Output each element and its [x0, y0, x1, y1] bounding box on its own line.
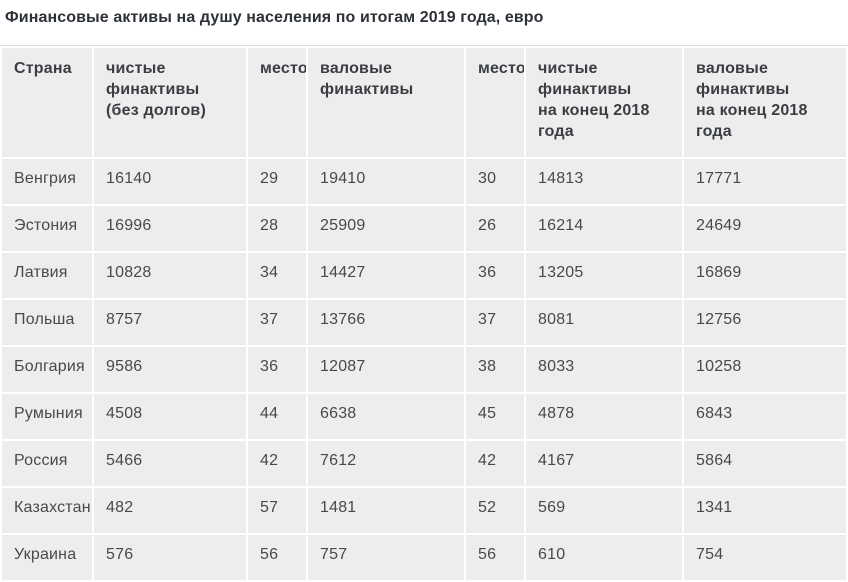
- table-row: Болгария 9586 36 12087 38 8033 10258: [2, 347, 846, 392]
- column-header-gross-2019: валовые финактивы: [308, 48, 464, 157]
- table-row: Украина 576 56 757 56 610 754: [2, 535, 846, 580]
- table-row: Эстония 16996 28 25909 26 16214 24649: [2, 206, 846, 251]
- rank-net-cell: 37: [248, 300, 306, 345]
- gross-2018-cell: 1341: [684, 488, 846, 533]
- country-cell: Украина: [2, 535, 92, 580]
- rank-net-cell: 57: [248, 488, 306, 533]
- table-row: Польша 8757 37 13766 37 8081 12756: [2, 300, 846, 345]
- rank-gross-cell: 45: [466, 394, 524, 439]
- net-2018-cell: 610: [526, 535, 682, 580]
- column-header-net-2018: чистые финактивы на конец 2018 года: [526, 48, 682, 157]
- gross-2019-cell: 7612: [308, 441, 464, 486]
- gross-2019-cell: 14427: [308, 253, 464, 298]
- table-row: Россия 5466 42 7612 42 4167 5864: [2, 441, 846, 486]
- table-header-row: Страна чистые финактивы (без долгов) мес…: [2, 48, 846, 157]
- rank-gross-cell: 30: [466, 159, 524, 204]
- column-header-gross-2018: валовые финактивы на конец 2018 года: [684, 48, 846, 157]
- net-2018-cell: 8081: [526, 300, 682, 345]
- rank-net-cell: 42: [248, 441, 306, 486]
- table-row: Латвия 10828 34 14427 36 13205 16869: [2, 253, 846, 298]
- net-2019-cell: 4508: [94, 394, 246, 439]
- table-row: Венгрия 16140 29 19410 30 14813 17771: [2, 159, 846, 204]
- country-cell: Казахстан: [2, 488, 92, 533]
- gross-2018-cell: 24649: [684, 206, 846, 251]
- gross-2018-cell: 16869: [684, 253, 846, 298]
- table-row: Румыния 4508 44 6638 45 4878 6843: [2, 394, 846, 439]
- net-2018-cell: 4878: [526, 394, 682, 439]
- country-cell: Россия: [2, 441, 92, 486]
- gross-2018-cell: 5864: [684, 441, 846, 486]
- net-2019-cell: 482: [94, 488, 246, 533]
- gross-2018-cell: 10258: [684, 347, 846, 392]
- gross-2019-cell: 12087: [308, 347, 464, 392]
- rank-net-cell: 36: [248, 347, 306, 392]
- rank-gross-cell: 26: [466, 206, 524, 251]
- rank-net-cell: 34: [248, 253, 306, 298]
- net-2018-cell: 14813: [526, 159, 682, 204]
- net-2018-cell: 8033: [526, 347, 682, 392]
- net-2018-cell: 4167: [526, 441, 682, 486]
- net-2019-cell: 5466: [94, 441, 246, 486]
- rank-net-cell: 29: [248, 159, 306, 204]
- net-2018-cell: 13205: [526, 253, 682, 298]
- net-2019-cell: 576: [94, 535, 246, 580]
- net-2019-cell: 8757: [94, 300, 246, 345]
- column-header-rank-net: место: [248, 48, 306, 157]
- country-cell: Латвия: [2, 253, 92, 298]
- column-header-net-2019: чистые финактивы (без долгов): [94, 48, 246, 157]
- gross-2018-cell: 12756: [684, 300, 846, 345]
- column-header-rank-gross: место: [466, 48, 524, 157]
- country-cell: Венгрия: [2, 159, 92, 204]
- gross-2019-cell: 757: [308, 535, 464, 580]
- table-row: Казахстан 482 57 1481 52 569 1341: [2, 488, 846, 533]
- gross-2019-cell: 13766: [308, 300, 464, 345]
- gross-2019-cell: 25909: [308, 206, 464, 251]
- net-2018-cell: 16214: [526, 206, 682, 251]
- financial-assets-table: Страна чистые финактивы (без долгов) мес…: [0, 45, 848, 582]
- net-2019-cell: 16140: [94, 159, 246, 204]
- country-cell: Эстония: [2, 206, 92, 251]
- page-title: Финансовые активы на душу населения по и…: [5, 9, 544, 26]
- country-cell: Болгария: [2, 347, 92, 392]
- rank-gross-cell: 37: [466, 300, 524, 345]
- rank-gross-cell: 42: [466, 441, 524, 486]
- rank-net-cell: 56: [248, 535, 306, 580]
- net-2018-cell: 569: [526, 488, 682, 533]
- gross-2019-cell: 19410: [308, 159, 464, 204]
- column-header-country: Страна: [2, 48, 92, 157]
- gross-2019-cell: 1481: [308, 488, 464, 533]
- gross-2019-cell: 6638: [308, 394, 464, 439]
- net-2019-cell: 10828: [94, 253, 246, 298]
- country-cell: Румыния: [2, 394, 92, 439]
- gross-2018-cell: 6843: [684, 394, 846, 439]
- country-cell: Польша: [2, 300, 92, 345]
- gross-2018-cell: 17771: [684, 159, 846, 204]
- rank-gross-cell: 52: [466, 488, 524, 533]
- net-2019-cell: 16996: [94, 206, 246, 251]
- rank-gross-cell: 38: [466, 347, 524, 392]
- rank-gross-cell: 36: [466, 253, 524, 298]
- rank-net-cell: 44: [248, 394, 306, 439]
- gross-2018-cell: 754: [684, 535, 846, 580]
- rank-gross-cell: 56: [466, 535, 524, 580]
- net-2019-cell: 9586: [94, 347, 246, 392]
- rank-net-cell: 28: [248, 206, 306, 251]
